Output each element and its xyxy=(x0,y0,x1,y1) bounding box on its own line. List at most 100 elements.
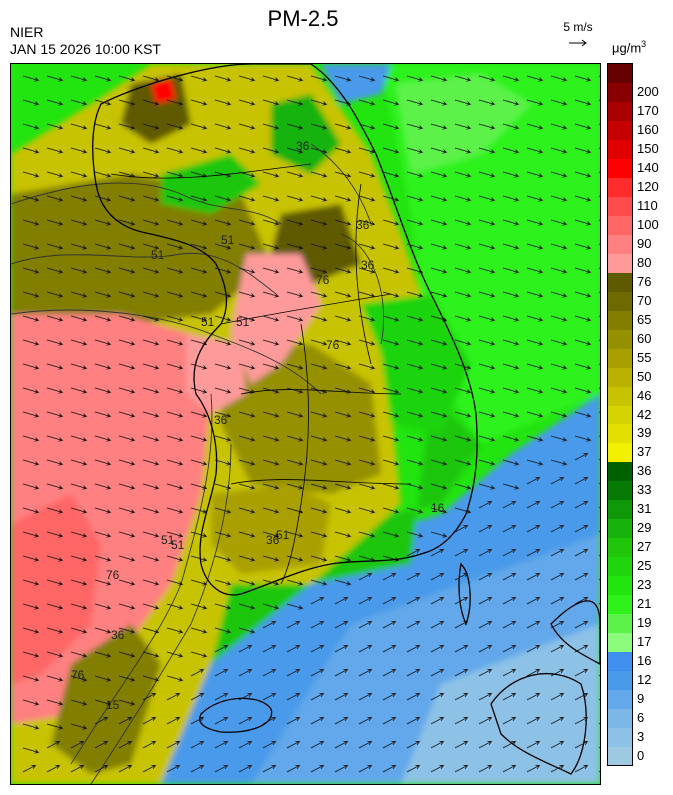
wind-arrow-icon xyxy=(142,387,160,394)
wind-arrow-icon xyxy=(526,716,541,725)
wind-arrow-icon xyxy=(574,692,589,701)
contour-label: 16 xyxy=(431,501,445,515)
wind-arrow-icon xyxy=(286,411,304,418)
wind-arrow-icon xyxy=(238,243,256,250)
wind-arrow-icon xyxy=(406,243,424,250)
wind-arrow-icon xyxy=(550,267,568,274)
wind-arrow-icon xyxy=(286,692,301,701)
field-east-sea-light xyxy=(396,74,531,174)
wind-arrow-icon xyxy=(478,147,496,154)
border-line xyxy=(230,479,412,485)
wind-arrow-icon xyxy=(214,387,232,394)
wind-arrow-icon xyxy=(310,147,328,154)
wind-arrow-icon xyxy=(190,123,208,130)
wind-arrow-icon xyxy=(358,740,373,749)
wind-arrow-icon xyxy=(382,267,400,274)
wind-arrow-icon xyxy=(454,219,472,226)
wind-arrow-icon xyxy=(286,668,301,677)
wind-arrow-icon xyxy=(358,596,373,605)
wind-arrow-icon xyxy=(214,692,229,701)
wind-arrow-icon xyxy=(166,267,184,274)
wind-arrow-icon xyxy=(382,339,400,346)
pm25-map[interactable]: 36 36 51 51 76 36 51 51 76 36 51 76 36 51 16 36 51 76 15 xyxy=(10,63,601,785)
wind-arrow-icon xyxy=(22,123,40,130)
wind-arrow-icon xyxy=(574,452,589,461)
wind-arrow-icon xyxy=(574,435,592,442)
colorbar-tick-label: 80 xyxy=(637,254,652,270)
colorbar-tick-label: 200 xyxy=(637,84,659,100)
wind-arrow-icon xyxy=(286,435,304,442)
wind-arrow-icon xyxy=(70,267,88,274)
wind-arrow-icon xyxy=(382,219,400,226)
wind-arrow-icon xyxy=(526,476,541,485)
wind-arrow-icon xyxy=(574,548,589,557)
wind-arrow-icon xyxy=(238,315,256,322)
wind-arrow-icon xyxy=(574,411,592,418)
wind-arrow-icon xyxy=(454,644,469,653)
wind-arrow-icon xyxy=(478,572,493,581)
colorbar-tick-label: 70 xyxy=(637,292,652,308)
wind-arrow-icon xyxy=(190,764,205,773)
wind-arrow-icon xyxy=(382,75,400,82)
wind-arrow-icon xyxy=(334,75,352,82)
wind-arrow-icon xyxy=(478,596,493,605)
colorbar-tick-label: 140 xyxy=(637,160,659,176)
wind-arrow-icon xyxy=(478,387,496,394)
wind-arrow-icon xyxy=(550,411,568,418)
wind-arrow-icon xyxy=(430,572,445,581)
wind-arrow-icon xyxy=(334,171,352,178)
wind-arrow-icon xyxy=(334,147,352,154)
wind-arrow-icon xyxy=(46,723,64,730)
wind-arrow-icon xyxy=(502,387,520,394)
wind-arrow-icon xyxy=(142,363,160,370)
wind-arrow-icon xyxy=(238,195,256,202)
wind-arrow-icon xyxy=(478,291,496,298)
wind-arrow-icon xyxy=(94,411,112,418)
wind-arrow-icon xyxy=(478,243,496,250)
field-north-hotspot xyxy=(151,79,176,104)
wind-arrow-icon xyxy=(142,123,160,130)
colorbar-tick-label: 65 xyxy=(637,311,652,327)
wind-arrow-icon xyxy=(454,459,472,466)
wind-arrow-icon xyxy=(550,363,568,370)
wind-arrow-icon xyxy=(286,579,304,586)
wind-arrow-icon xyxy=(46,387,64,394)
wind-arrow-icon xyxy=(118,603,136,610)
border-line xyxy=(240,389,402,395)
wind-arrow-icon xyxy=(142,651,160,658)
colorbar-tick-label: 39 xyxy=(637,425,652,441)
wind-arrow-icon xyxy=(22,651,40,658)
wind-arrow-icon xyxy=(190,651,208,658)
wind-arrow-icon xyxy=(454,524,469,533)
wind-arrow-icon xyxy=(310,644,325,653)
colorbar-tick-label: 110 xyxy=(637,198,658,214)
wind-arrow-icon xyxy=(118,387,136,394)
wind-arrow-icon xyxy=(46,555,64,562)
wind-arrow-icon xyxy=(310,596,325,605)
wind-arrow-icon xyxy=(214,603,232,610)
colorbar-band xyxy=(608,461,632,482)
wind-arrow-icon xyxy=(430,339,448,346)
colorbar-tick-label: 0 xyxy=(637,747,645,763)
wind-arrow-icon xyxy=(94,627,112,634)
colorbar-tick-label: 16 xyxy=(637,652,652,668)
wind-arrow-icon xyxy=(286,740,301,749)
wind-arrow-icon xyxy=(502,668,517,677)
wind-arrow-icon xyxy=(94,123,112,130)
wind-arrow-icon xyxy=(454,147,472,154)
wind-arrow-icon xyxy=(526,692,541,701)
colorbar-tick-label: 36 xyxy=(637,463,652,479)
wind-arrow-icon xyxy=(166,123,184,130)
wind-arrow-icon xyxy=(70,219,88,226)
wind-arrow-icon xyxy=(46,651,64,658)
wind-arrow-icon xyxy=(382,195,400,202)
field-sw-olive xyxy=(51,624,161,774)
wind-arrow-icon xyxy=(190,171,208,178)
wind-arrow-icon xyxy=(70,387,88,394)
wind-arrow-icon xyxy=(166,435,184,442)
wind-arrow-icon xyxy=(190,579,208,586)
wind-arrow-icon xyxy=(454,315,472,322)
wind-arrow-icon xyxy=(166,147,184,154)
colorbar-band xyxy=(608,537,632,558)
wind-arrow-icon xyxy=(214,555,232,562)
